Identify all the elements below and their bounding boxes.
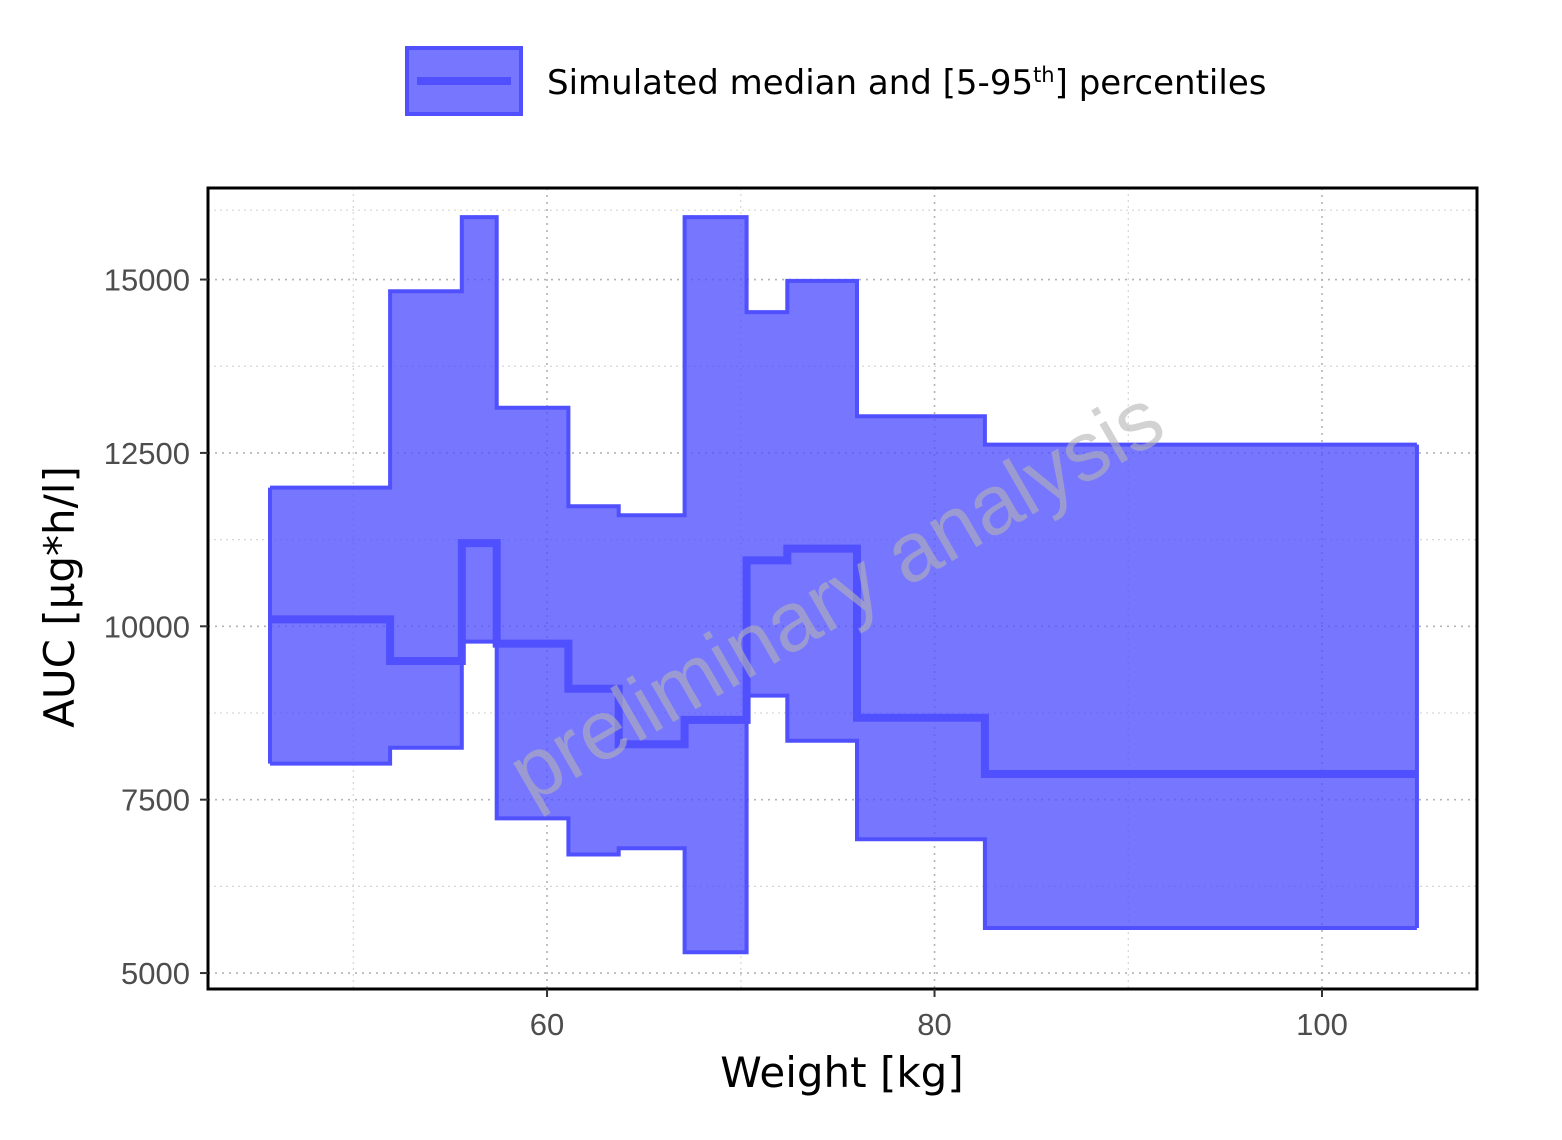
p95-line (270, 215, 1417, 518)
y-tick-label: 12500 (104, 436, 190, 471)
y-axis-title: AUC [µg*h/l] (35, 466, 84, 728)
x-tick-label: 80 (917, 1007, 951, 1042)
y-tick-label: 5000 (121, 956, 190, 991)
plot-panel: preliminary analysis (206, 186, 1479, 991)
y-tick-label: 15000 (104, 263, 190, 298)
median-line (270, 539, 1417, 778)
x-tick-label: 100 (1296, 1007, 1348, 1042)
x-axis: 60 80 100 (530, 989, 1348, 1042)
panel-border (206, 186, 1479, 991)
legend-label: Simulated median and [5-95th] percentile… (547, 63, 1266, 103)
p5-line (270, 639, 1417, 955)
x-axis-title: Weight [kg] (720, 1048, 963, 1097)
y-axis: 5000 7500 10000 12500 15000 (104, 263, 208, 991)
y-tick-label: 7500 (121, 783, 190, 818)
x-tick-label: 60 (530, 1007, 564, 1042)
legend: Simulated median and [5-95th] percentile… (405, 46, 1266, 116)
data-layer (267, 215, 1419, 955)
percentile-ribbon (270, 217, 1417, 953)
y-tick-label: 10000 (104, 609, 190, 644)
